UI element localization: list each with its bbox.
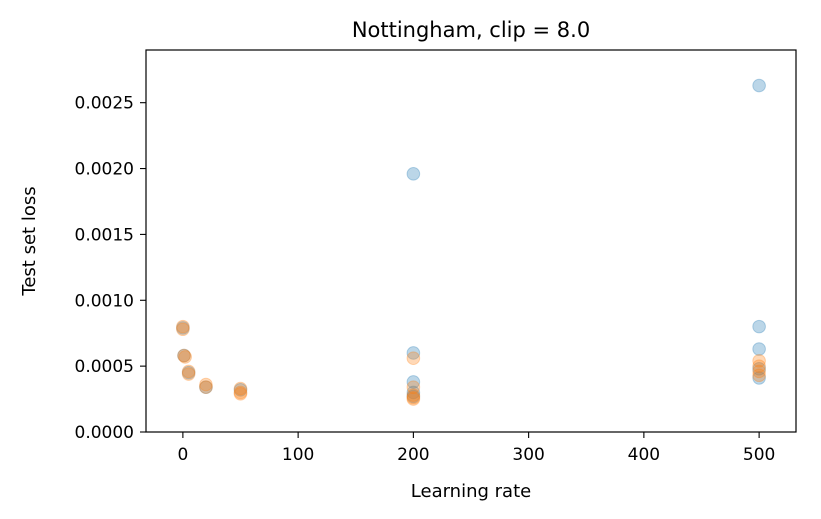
y-tick-label: 0.0025 [75,94,134,114]
data-point-s1-8 [233,381,248,396]
data-point-s0-0 [176,321,190,335]
x-tick-label: 200 [397,445,429,465]
data-point-s0-12 [752,342,766,356]
plot-area-frame [145,49,797,433]
data-point-s1-7 [199,380,213,395]
x-axis: 0 100 200 300 400 500 [177,432,775,465]
data-point-s0-6 [406,346,421,360]
y-axis: 0.0000 0.0005 0.0010 0.0015 0.0020 0.0025 [75,94,146,443]
y-tick-label: 0.0015 [75,225,134,245]
data-point-s1-0 [176,319,190,334]
data-point-s1-1 [176,322,190,337]
x-tick-label: 0 [177,445,188,465]
data-point-s1-3 [178,350,192,364]
x-axis-label: Learning rate [411,481,531,502]
data-point-s0-10 [752,78,766,93]
data-point-s1-6 [199,377,213,392]
data-point-s1-11 [406,351,421,366]
y-tick-label: 0.0005 [75,357,134,377]
data-point-s1-4 [181,364,196,379]
y-tick-label: 0.0010 [75,291,134,311]
data-point-s0-7 [406,375,421,389]
data-point-s1-9 [233,385,248,400]
y-axis-label: Test set loss [19,186,40,296]
data-point-s1-5 [181,367,196,381]
data-point-s1-2 [177,348,191,363]
data-point-s0-8 [406,385,421,400]
chart-title: Nottingham, clip = 8.0 [352,18,590,42]
data-point-s0-4 [233,383,248,397]
data-point-s0-9 [406,389,421,404]
x-tick-label: 100 [282,445,314,465]
data-point-s0-2 [181,365,196,380]
data-points [176,78,766,406]
data-point-s1-18 [752,364,766,379]
data-point-s1-15 [406,392,421,406]
data-point-s1-10 [233,387,248,401]
x-tick-label: 300 [512,445,544,465]
x-tick-label: 500 [743,445,775,465]
x-tick-label: 400 [628,445,660,465]
y-tick-label: 0.0020 [75,160,134,180]
data-point-s0-1 [177,348,191,363]
data-point-s0-11 [752,319,766,334]
data-point-s0-3 [199,380,213,395]
data-point-s0-5 [406,167,421,181]
data-point-s0-14 [752,371,766,385]
data-point-s1-12 [406,380,421,395]
data-point-s1-19 [752,368,766,383]
data-point-s1-14 [406,390,421,405]
data-point-s0-13 [752,361,766,376]
data-point-s1-16 [752,354,766,368]
y-tick-label: 0.0000 [75,423,134,443]
data-point-s1-17 [752,359,766,373]
data-point-s1-13 [406,388,421,402]
